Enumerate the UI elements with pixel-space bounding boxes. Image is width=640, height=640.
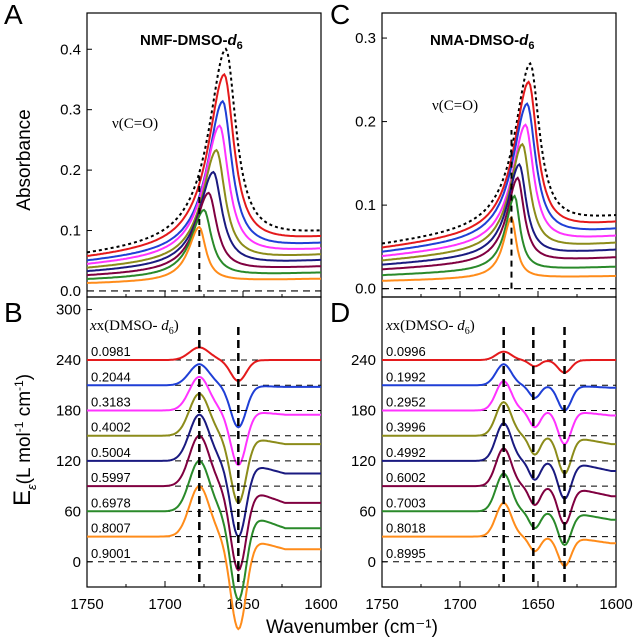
panel-a-series-8 bbox=[86, 225, 322, 284]
panel-b-trace-1 bbox=[87, 363, 321, 429]
panel-c-annotation: ν(C=O) bbox=[432, 98, 478, 114]
panel-d-legend-title: xx(DMSO- d6) bbox=[385, 318, 475, 337]
panel-d-trace-2 bbox=[382, 380, 616, 446]
panel-d-label-0: 0.0996 bbox=[386, 344, 426, 359]
panel-b-label-1: 0.2044 bbox=[91, 369, 131, 384]
panel-b-y-tick-label: 0 bbox=[73, 554, 81, 571]
panel-c-series-7 bbox=[382, 194, 617, 277]
panel-c-series-1 bbox=[381, 80, 617, 249]
svg-text:Eε(L mol-1 cm-1): Eε(L mol-1 cm-1) bbox=[9, 374, 39, 506]
panel-b-label-2: 0.3183 bbox=[91, 394, 131, 409]
panel-d-trace-5 bbox=[382, 447, 616, 526]
panel-b-y-tick-label: 180 bbox=[56, 402, 81, 419]
panel-d-y-tick-label: 60 bbox=[359, 503, 376, 520]
panel-d-trace-7 bbox=[382, 501, 616, 568]
panel-b-legend-title: xx(DMSO- d6) bbox=[89, 318, 179, 337]
panel-d-y-tick-label: 0 bbox=[368, 554, 376, 571]
panel-b-label-4: 0.5004 bbox=[91, 445, 131, 460]
panel-d-label-4: 0.4992 bbox=[386, 445, 426, 460]
panel-a-series-0 bbox=[86, 47, 322, 254]
panel-a-series-7 bbox=[86, 208, 322, 280]
panel-d-x-tick-label: 1700 bbox=[443, 596, 476, 613]
panel-b-x-tick-label: 1700 bbox=[148, 596, 181, 613]
panel-b-trace-7 bbox=[87, 485, 321, 631]
panel-a-series-6 bbox=[86, 191, 321, 277]
panel-a-series-5 bbox=[86, 170, 321, 273]
panel-d-y-tick-label: 180 bbox=[351, 402, 376, 419]
panel-b-trace-6 bbox=[87, 459, 321, 601]
panel-letter-c: C bbox=[330, 0, 350, 30]
x-axis-label: Wavenumber (cm⁻¹) bbox=[266, 617, 438, 638]
panel-b-x-tick-label: 1600 bbox=[304, 596, 337, 613]
panel-a-y-tick-label: 0.4 bbox=[60, 41, 81, 58]
panel-a-annotation: ν(C=O) bbox=[112, 116, 158, 132]
panel-c-y-tick-label: 0.1 bbox=[355, 197, 376, 214]
panel-d-frame bbox=[381, 296, 617, 588]
panel-a-series-1 bbox=[86, 72, 322, 257]
panel-b-x-tick-label: 1650 bbox=[226, 596, 259, 613]
panel-c-series-6 bbox=[381, 176, 617, 271]
panel-d-plot: 0 60 120 180 240 1750 1700 1650 1600 0.0996 0.1992… bbox=[351, 327, 633, 613]
panel-c-y-tick-label: 0.3 bbox=[355, 30, 376, 47]
panel-b-y-tick-label: 60 bbox=[64, 503, 81, 520]
panel-d-trace-4 bbox=[382, 421, 616, 500]
panel-c-series-2 bbox=[381, 102, 616, 253]
panel-b-y-tick-label: 240 bbox=[56, 352, 81, 369]
panel-a-y-tick-label: 0.1 bbox=[60, 223, 81, 240]
panel-b-trace-0 bbox=[87, 346, 321, 383]
panel-b-x-tick-label: 1750 bbox=[70, 596, 103, 613]
panel-a-series-3 bbox=[86, 124, 322, 265]
panel-b-y-tick-label: 300 bbox=[56, 302, 81, 319]
panel-b-trace-3 bbox=[87, 392, 321, 505]
panel-a-plot: 0.0 0.1 0.2 0.3 0.4 bbox=[60, 41, 322, 300]
panel-b-label-8: 0.9001 bbox=[91, 546, 131, 561]
panel-d-label-1: 0.1992 bbox=[386, 369, 426, 384]
panel-a-y-tick-label: 0.2 bbox=[60, 162, 81, 179]
y-axis-label-top: Absorbance bbox=[14, 109, 35, 210]
panel-d-trace-1 bbox=[382, 363, 616, 412]
panel-d-trace-0 bbox=[382, 350, 616, 374]
panel-d-x-tick-label: 1600 bbox=[599, 596, 632, 613]
panel-d-label-8: 0.8995 bbox=[386, 546, 426, 561]
panel-d-trace-6 bbox=[382, 472, 616, 547]
panel-b-y-tick-label: 120 bbox=[56, 453, 81, 470]
panel-d-x-tick-label: 1750 bbox=[365, 596, 398, 613]
panel-c-series-4 bbox=[381, 142, 617, 262]
panel-d-label-3: 0.3996 bbox=[386, 420, 426, 435]
panel-letter-b: B bbox=[4, 297, 23, 328]
panel-d-trace-3 bbox=[382, 401, 616, 475]
panel-c-title: NMA-DMSO-d6 bbox=[430, 32, 534, 52]
panel-c-series-5 bbox=[381, 162, 617, 266]
panel-c-series-0 bbox=[381, 61, 617, 245]
panel-c-series-8 bbox=[381, 215, 617, 282]
panel-b-trace-5 bbox=[87, 434, 321, 572]
y-axis-label-bottom: Eε(L mol-1 cm-1) bbox=[9, 374, 39, 506]
panel-letter-d: D bbox=[330, 297, 350, 328]
panel-d-label-2: 0.2952 bbox=[386, 394, 426, 409]
panel-c-y-tick-label: 0.0 bbox=[355, 281, 376, 298]
panel-c-y-tick-label: 0.2 bbox=[355, 114, 376, 131]
panel-letter-a: A bbox=[4, 0, 23, 30]
panel-a-title: NMF-DMSO-d6 bbox=[140, 32, 243, 52]
panel-b-trace-4 bbox=[87, 413, 321, 538]
panel-d-x-tick-label: 1650 bbox=[521, 596, 554, 613]
panel-b-label-5: 0.5997 bbox=[91, 470, 131, 485]
panel-d-label-6: 0.7003 bbox=[386, 495, 426, 510]
panel-b-label-3: 0.4002 bbox=[91, 420, 131, 435]
panel-d-y-tick-label: 120 bbox=[351, 453, 376, 470]
panel-b-plot: 0 60 120 180 240 300 1750 1700 1650 1600 0.0981 0.2… bbox=[56, 302, 338, 631]
panel-d-label-5: 0.6002 bbox=[386, 470, 426, 485]
panel-a-series-4 bbox=[86, 148, 322, 269]
panel-c-series-3 bbox=[381, 123, 617, 258]
panel-a-y-tick-label: 0.0 bbox=[60, 283, 81, 300]
panel-c-plot: 0.0 0.1 0.2 0.3 bbox=[355, 30, 617, 298]
panel-b-trace-2 bbox=[87, 375, 321, 467]
panel-d-y-tick-label: 240 bbox=[351, 352, 376, 369]
panel-b-label-6: 0.6978 bbox=[91, 495, 131, 510]
panel-b-label-7: 0.8007 bbox=[91, 521, 131, 536]
panel-a-y-tick-label: 0.3 bbox=[60, 102, 81, 119]
panel-b-label-0: 0.0981 bbox=[91, 344, 131, 359]
panel-d-label-7: 0.8018 bbox=[386, 521, 426, 536]
